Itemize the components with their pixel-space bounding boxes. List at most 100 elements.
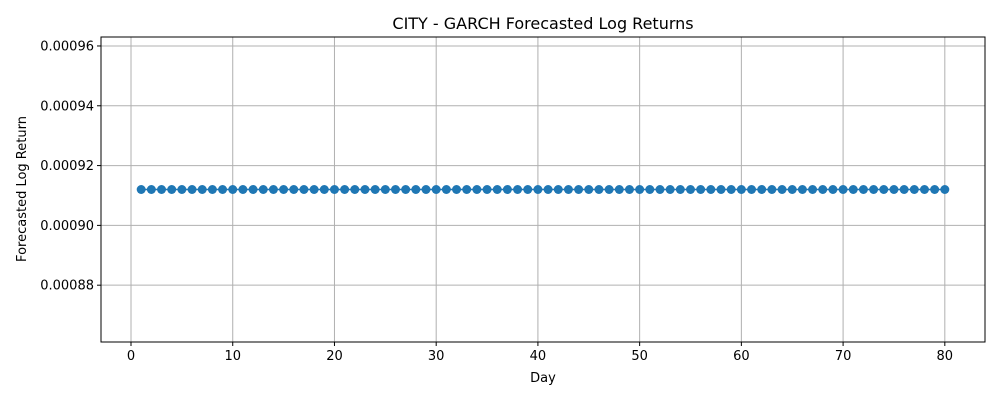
data-point (614, 185, 624, 194)
x-tick-label: 0 (127, 349, 135, 364)
y-axis-label: Forecasted Log Return (15, 116, 30, 262)
data-point (686, 185, 696, 194)
x-tick-label: 20 (326, 349, 343, 364)
data-point (197, 185, 207, 194)
data-point (462, 185, 472, 194)
data-point (533, 185, 543, 194)
data-point (696, 185, 706, 194)
data-point (747, 185, 757, 194)
y-tick-label: 0.00092 (40, 159, 94, 174)
data-point (452, 185, 462, 194)
x-tick-label: 80 (937, 349, 954, 364)
data-point (218, 185, 228, 194)
data-point (848, 185, 858, 194)
data-point (594, 185, 604, 194)
data-point (726, 185, 736, 194)
data-point (177, 185, 187, 194)
data-point (268, 185, 278, 194)
data-point (472, 185, 482, 194)
data-point (655, 185, 665, 194)
data-point (441, 185, 451, 194)
data-point (350, 185, 360, 194)
data-point (340, 185, 350, 194)
data-point (919, 185, 929, 194)
data-point (940, 185, 950, 194)
data-point (838, 185, 848, 194)
data-point (370, 185, 380, 194)
data-point (645, 185, 655, 194)
data-point (167, 185, 177, 194)
x-axis-label: Day (530, 371, 556, 386)
data-point (675, 185, 685, 194)
data-point (808, 185, 818, 194)
data-point (411, 185, 421, 194)
data-point (818, 185, 828, 194)
plot-frame (100, 36, 986, 343)
x-tick-label: 70 (835, 349, 852, 364)
grid-layer (101, 37, 985, 342)
data-point (299, 185, 309, 194)
data-point (523, 185, 533, 194)
x-tick-label: 50 (631, 349, 648, 364)
data-point (716, 185, 726, 194)
data-point (482, 185, 492, 194)
data-point (207, 185, 217, 194)
data-point (543, 185, 553, 194)
data-point (777, 185, 787, 194)
data-point (248, 185, 258, 194)
data-point (757, 185, 767, 194)
data-point (665, 185, 675, 194)
data-point (309, 185, 319, 194)
data-point (279, 185, 289, 194)
data-point (431, 185, 441, 194)
data-point (289, 185, 299, 194)
data-point (380, 185, 390, 194)
data-point (574, 185, 584, 194)
data-point (228, 185, 238, 194)
data-point (635, 185, 645, 194)
data-point (238, 185, 248, 194)
data-point (869, 185, 879, 194)
y-tick-label: 0.00090 (40, 219, 94, 234)
data-point (828, 185, 838, 194)
chart-title: CITY - GARCH Forecasted Log Returns (392, 14, 693, 33)
data-point (787, 185, 797, 194)
data-point (401, 185, 411, 194)
data-point (553, 185, 563, 194)
data-point (329, 185, 339, 194)
y-tick-label: 0.00094 (40, 99, 94, 114)
data-point (390, 185, 400, 194)
data-point (604, 185, 614, 194)
x-tick-label: 10 (224, 349, 241, 364)
data-point (502, 185, 512, 194)
x-axis: 0 10 20 30 40 50 60 70 80 (127, 342, 953, 364)
series-layer (136, 185, 950, 194)
data-point (319, 185, 329, 194)
data-point (584, 185, 594, 194)
data-point (157, 185, 167, 194)
data-point (930, 185, 940, 194)
x-tick-label: 40 (530, 349, 547, 364)
data-point (879, 185, 889, 194)
data-point (563, 185, 573, 194)
data-point (136, 185, 146, 194)
y-tick-label: 0.00096 (40, 39, 94, 54)
x-tick-label: 30 (428, 349, 445, 364)
data-point (258, 185, 268, 194)
data-point (736, 185, 746, 194)
data-point (187, 185, 197, 194)
data-point (706, 185, 716, 194)
data-point (492, 185, 502, 194)
data-point (146, 185, 156, 194)
data-point (513, 185, 523, 194)
y-tick-label: 0.00088 (40, 279, 94, 294)
data-point (767, 185, 777, 194)
data-point (858, 185, 868, 194)
data-point (797, 185, 807, 194)
data-point (421, 185, 431, 194)
y-axis: 0.00088 0.00090 0.00092 0.00094 0.00096 (40, 39, 101, 294)
data-point (624, 185, 634, 194)
